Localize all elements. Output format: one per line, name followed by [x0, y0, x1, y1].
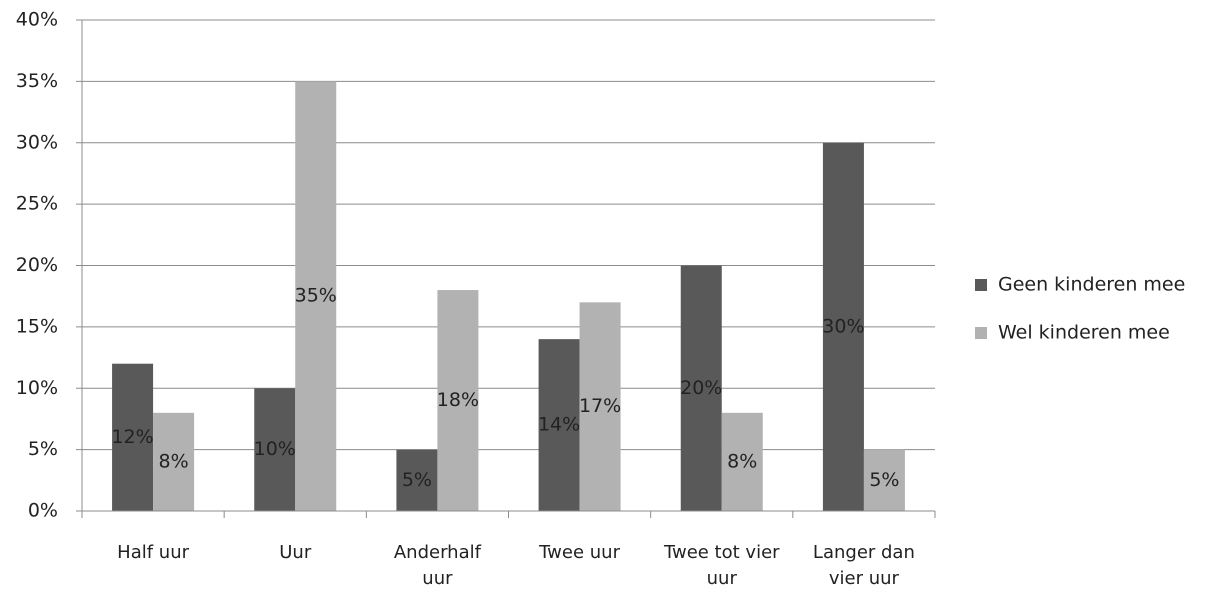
- data-label: 17%: [579, 395, 621, 417]
- y-tick-label: 40%: [16, 9, 58, 31]
- y-tick-label: 35%: [16, 70, 58, 92]
- y-tick-label: 5%: [28, 438, 58, 460]
- legend-label: Geen kinderen mee: [998, 274, 1185, 296]
- y-tick-label: 30%: [16, 131, 58, 153]
- y-tick-label: 25%: [16, 193, 58, 215]
- bar: [112, 363, 154, 511]
- x-tick-label: Twee uur: [539, 542, 620, 563]
- bar: [254, 388, 296, 511]
- data-label: 18%: [437, 389, 479, 411]
- legend-swatch: [975, 327, 987, 339]
- bar: [579, 302, 621, 511]
- data-label: 20%: [680, 377, 722, 399]
- data-label: 14%: [538, 414, 580, 436]
- x-tick-label: Uur: [279, 542, 312, 563]
- data-label: 10%: [254, 438, 296, 460]
- legend-swatch: [975, 279, 987, 291]
- y-tick-label: 20%: [16, 254, 58, 276]
- bar: [680, 265, 722, 511]
- x-tick-label: Langer dan vier uur: [812, 542, 915, 589]
- y-tick-label: 0%: [28, 500, 58, 522]
- x-tick-label: Twee tot vier uur: [663, 542, 780, 589]
- x-tick-label: Anderhalf uur: [393, 542, 481, 589]
- bar: [822, 142, 864, 511]
- data-label: 30%: [822, 315, 864, 337]
- bar: [295, 81, 337, 511]
- data-label: 35%: [295, 285, 337, 307]
- bar: [538, 339, 580, 511]
- bar: [721, 412, 763, 511]
- bar: [396, 449, 438, 511]
- data-label: 5%: [402, 469, 432, 491]
- x-tick-label: Half uur: [117, 542, 189, 563]
- data-label: 5%: [869, 469, 899, 491]
- bar: [437, 290, 479, 511]
- legend-label: Wel kinderen mee: [998, 322, 1170, 344]
- bar: [153, 412, 195, 511]
- y-tick-label: 10%: [16, 377, 58, 399]
- y-tick-label: 15%: [16, 315, 58, 337]
- data-label: 12%: [111, 426, 153, 448]
- data-label: 8%: [159, 450, 189, 472]
- bar: [863, 449, 905, 511]
- data-label: 8%: [727, 450, 757, 472]
